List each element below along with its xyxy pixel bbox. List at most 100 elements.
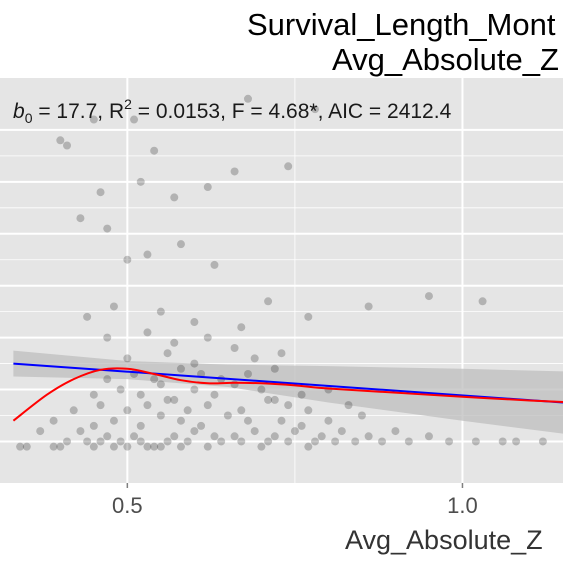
scatter-point [237, 323, 246, 332]
scatter-point [344, 401, 353, 410]
scatter-point [156, 307, 165, 316]
scatter-point [136, 421, 145, 430]
scatter-point [364, 432, 373, 441]
loess-fit-line [12, 367, 563, 422]
scatter-point [190, 427, 199, 436]
scatter-point [89, 115, 98, 124]
scatter-point [391, 427, 400, 436]
scatter-point [210, 390, 219, 399]
scatter-point [203, 333, 212, 342]
scatter-point [103, 432, 112, 441]
scatter-point [176, 416, 185, 425]
scatter-point [116, 385, 125, 394]
scatter-point [96, 188, 105, 197]
x-axis-title: Avg_Absolute_Z [345, 525, 543, 555]
scatter-point [445, 437, 454, 446]
scatter-point [123, 354, 132, 363]
scatter-point [116, 437, 125, 446]
scatter-point [203, 442, 212, 451]
gridlines [0, 78, 563, 483]
scatter-point [210, 260, 219, 269]
scatter-point [478, 297, 487, 306]
scatter-point [183, 437, 192, 446]
scatter-point [304, 406, 313, 415]
scatter-point [230, 380, 239, 389]
r2-superscript: 2 [124, 96, 132, 112]
scatter-point [197, 421, 206, 430]
scatter-point [357, 411, 366, 420]
scatter-point [123, 442, 132, 451]
scatter-point [331, 437, 340, 446]
scatter-point [69, 406, 78, 415]
scatter-point [109, 416, 118, 425]
scatter-point [163, 395, 172, 404]
scatter-point [230, 344, 239, 352]
scatter-point [290, 427, 299, 436]
scatter-point [36, 427, 45, 436]
fit-annotation: b0 = 17.7, R2 = 0.0153, F = 4.68*, AIC =… [13, 96, 452, 126]
b0-subscript: 0 [25, 110, 33, 126]
scatter-point [76, 427, 85, 436]
scatter-point [136, 437, 145, 446]
scatter-point [96, 401, 105, 410]
scatter-point [237, 406, 246, 415]
scatter-point [156, 442, 165, 451]
scatter-points [16, 94, 547, 451]
scatter-point [297, 390, 306, 399]
scatter-point [304, 312, 313, 321]
scatter-point [143, 250, 152, 259]
scatter-point [170, 338, 179, 347]
scatter-point [176, 364, 185, 373]
scatter-point [56, 136, 65, 145]
b0-symbol: b [13, 100, 25, 123]
scatter-point [123, 255, 132, 264]
scatter-point [243, 94, 252, 103]
scatter-point [123, 406, 132, 415]
scatter-point [538, 437, 547, 446]
scatter-point [156, 411, 165, 420]
scatter-point [150, 442, 159, 451]
scatter-point [16, 442, 25, 451]
scatter-point [498, 437, 507, 446]
scatter-point [103, 333, 112, 342]
scatter-point [203, 401, 212, 410]
scatter-point [170, 193, 179, 202]
scatter-point [136, 390, 145, 399]
scatter-point [83, 312, 92, 321]
scatter-point [424, 292, 433, 301]
scatter-point [304, 442, 313, 451]
confidence-band [13, 350, 563, 434]
scatter-point [176, 240, 185, 249]
scatter-point [284, 162, 293, 171]
scatter-point [190, 318, 199, 327]
scatter-point [250, 354, 259, 363]
chart-title-line2: Avg_Absolute_Z [332, 42, 559, 77]
scatter-point [257, 442, 266, 451]
scatter-point [83, 437, 92, 446]
scatter-point [404, 437, 413, 446]
scatter-point [223, 411, 232, 420]
scatter-point [364, 302, 373, 311]
r2-value: = 0.0153, F = 4.68*, AIC = 2412.4 [132, 100, 452, 123]
scatter-point [150, 146, 159, 155]
b0-value: = 17.7, [32, 100, 108, 123]
scatter-point [49, 416, 58, 425]
scatter-point [264, 395, 273, 404]
scatter-point [284, 401, 293, 410]
scatter-point [143, 401, 152, 410]
scatter-point [49, 442, 58, 451]
scatter-point [424, 432, 433, 441]
scatter-point [170, 395, 179, 404]
scatter-point [76, 214, 85, 223]
scatter-point [150, 375, 159, 384]
scatter-point [230, 167, 239, 176]
r2-symbol: R [109, 100, 124, 123]
scatter-point [250, 427, 259, 436]
scatter-point [89, 421, 98, 430]
scatter-point [351, 437, 360, 446]
scatter-point [103, 224, 112, 233]
scatter-point [22, 442, 31, 451]
scatter-point [311, 437, 320, 446]
scatter-point [156, 380, 165, 389]
